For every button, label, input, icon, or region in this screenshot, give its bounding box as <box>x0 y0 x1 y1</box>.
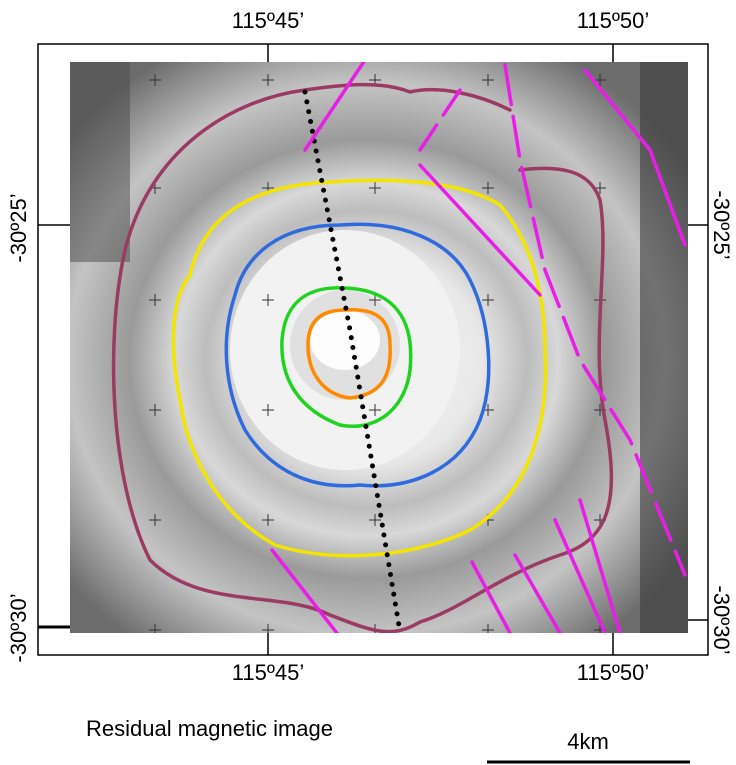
left-label: -30º30’ <box>6 593 31 662</box>
page: 115º45’ 115º50’ 115º45’ 115º50’ -30º25’ … <box>0 0 736 765</box>
scale-label: 4km <box>567 729 609 754</box>
right-label: -30º25’ <box>709 190 734 259</box>
top-label: 115º50’ <box>577 8 649 33</box>
right-label: -30º30’ <box>709 585 734 654</box>
magnetic-image <box>70 60 688 637</box>
bottom-label: 115º45’ <box>232 660 304 685</box>
top-label: 115º45’ <box>232 8 304 33</box>
core-center <box>310 310 380 370</box>
caption: Residual magnetic image <box>86 716 333 741</box>
left-label: -30º25’ <box>6 193 31 262</box>
dark-edge <box>70 62 130 262</box>
bottom-label: 115º50’ <box>577 660 649 685</box>
figure: 115º45’ 115º50’ 115º45’ 115º50’ -30º25’ … <box>0 0 736 765</box>
